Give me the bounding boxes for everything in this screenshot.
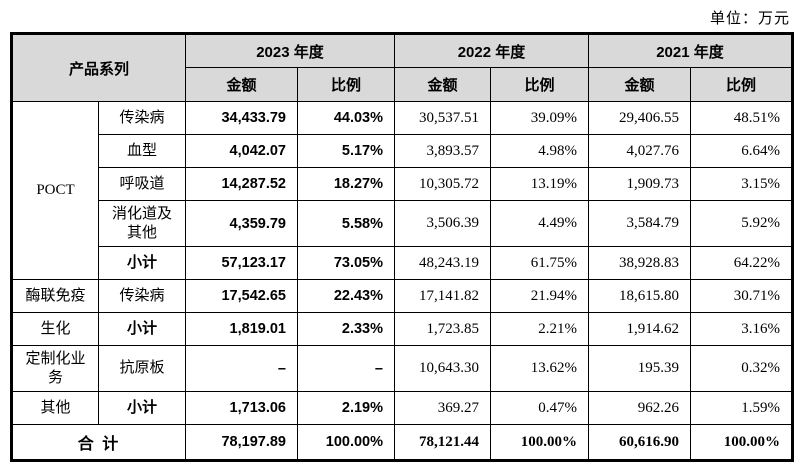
cell-2023-ratio: 18.27% — [297, 167, 395, 201]
header-amount-2021: 金额 — [588, 67, 691, 102]
table-row: 定制化业务 抗原板 – – 10,643.30 13.62% 195.39 0.… — [11, 345, 793, 392]
cell-2023-amount: 4,359.79 — [185, 200, 298, 247]
cell-2022-ratio: 13.62% — [490, 345, 589, 392]
row-item-label: 消化道及其他 — [98, 200, 186, 247]
header-year-2021: 2021 年度 — [588, 33, 793, 68]
cell-2021-amount: 962.26 — [588, 391, 691, 425]
cell-2022-amount: 17,141.82 — [394, 279, 491, 313]
cell-2023-ratio: 2.33% — [297, 312, 395, 346]
cell-2023-ratio: 44.03% — [297, 101, 395, 135]
product-series-table: 产品系列 2023 年度 2022 年度 2021 年度 金额 比例 金额 比例… — [10, 32, 794, 462]
cell-2021-amount: 29,406.55 — [588, 101, 691, 135]
row-item-label: 小计 — [98, 246, 186, 280]
header-product-series: 产品系列 — [11, 33, 186, 102]
cell-2023-ratio: 22.43% — [297, 279, 395, 313]
cell-2021-amount: 38,928.83 — [588, 246, 691, 280]
header-ratio-2022: 比例 — [490, 67, 589, 102]
cell-2021-ratio: 64.22% — [690, 246, 793, 280]
header-year-2023: 2023 年度 — [185, 33, 395, 68]
table-row: POCT 传染病 34,433.79 44.03% 30,537.51 39.0… — [11, 101, 793, 280]
table-row: 其他 小计 1,713.06 2.19% 369.27 0.47% 962.26… — [11, 391, 793, 425]
cell-2022-ratio: 39.09% — [490, 101, 589, 135]
cell-2021-amount-total: 60,616.90 — [588, 424, 691, 461]
unit-label: 单位：万元 — [709, 11, 790, 27]
table-row-total: 合 计 78,197.89 100.00% 78,121.44 100.00% … — [11, 424, 793, 461]
total-label: 合 计 — [11, 424, 186, 461]
row-group-elisa: 酶联免疫 — [11, 279, 99, 313]
cell-2021-ratio: 6.64% — [690, 134, 793, 168]
cell-2021-ratio: 0.32% — [690, 345, 793, 392]
cell-2021-ratio: 3.15% — [690, 167, 793, 201]
cell-2021-ratio: 1.59% — [690, 391, 793, 425]
cell-2022-ratio: 4.98% — [490, 134, 589, 168]
header-ratio-2023: 比例 — [297, 67, 395, 102]
cell-2022-ratio-total: 100.00% — [490, 424, 589, 461]
cell-2023-amount-total: 78,197.89 — [185, 424, 298, 461]
cell-2023-amount: 1,713.06 — [185, 391, 298, 425]
header-amount-2022: 金额 — [394, 67, 491, 102]
cell-2021-amount: 4,027.76 — [588, 134, 691, 168]
table-row: 酶联免疫 传染病 17,542.65 22.43% 17,141.82 21.9… — [11, 279, 793, 313]
cell-2023-ratio: 2.19% — [297, 391, 395, 425]
cell-2023-ratio: 73.05% — [297, 246, 395, 280]
cell-2022-ratio: 13.19% — [490, 167, 589, 201]
header-amount-2023: 金额 — [185, 67, 298, 102]
cell-2021-amount: 1,914.62 — [588, 312, 691, 346]
cell-2021-amount: 3,584.79 — [588, 200, 691, 247]
cell-2021-amount: 195.39 — [588, 345, 691, 392]
cell-2023-amount: 17,542.65 — [185, 279, 298, 313]
cell-2022-amount: 1,723.85 — [394, 312, 491, 346]
cell-2022-amount-total: 78,121.44 — [394, 424, 491, 461]
row-group-poct: POCT — [11, 101, 99, 280]
cell-2021-amount: 18,615.80 — [588, 279, 691, 313]
cell-2023-amount: 34,433.79 — [185, 101, 298, 135]
table-row: 消化道及其他 4,359.79 5.58% 3,506.39 4.49% 3,5… — [12, 200, 793, 247]
cell-2023-amount: 14,287.52 — [185, 167, 298, 201]
cell-2022-amount: 10,305.72 — [394, 167, 491, 201]
cell-2021-ratio: 5.92% — [690, 200, 793, 247]
table-row: 小计 57,123.17 73.05% 48,243.19 61.75% 38,… — [12, 246, 793, 280]
row-item-label: 传染病 — [98, 279, 186, 313]
row-item-label: 小计 — [98, 391, 186, 425]
cell-2022-amount: 3,893.57 — [394, 134, 491, 168]
cell-2022-ratio: 2.21% — [490, 312, 589, 346]
header-year-2022: 2022 年度 — [394, 33, 589, 68]
cell-2021-ratio: 30.71% — [690, 279, 793, 313]
cell-2022-amount: 48,243.19 — [394, 246, 491, 280]
cell-2022-amount: 3,506.39 — [394, 200, 491, 247]
cell-2021-ratio: 48.51% — [690, 101, 793, 135]
row-item-label: 血型 — [98, 134, 186, 168]
cell-2021-amount: 1,909.73 — [588, 167, 691, 201]
cell-2022-ratio: 21.94% — [490, 279, 589, 313]
cell-2023-amount: 4,042.07 — [185, 134, 298, 168]
row-item-label: 抗原板 — [98, 345, 186, 392]
header-ratio-2021: 比例 — [690, 67, 793, 102]
row-group-custom: 定制化业务 — [11, 345, 99, 392]
table-row: 生化 小计 1,819.01 2.33% 1,723.85 2.21% 1,91… — [11, 312, 793, 346]
cell-2022-amount: 30,537.51 — [394, 101, 491, 135]
cell-2023-amount: 57,123.17 — [185, 246, 298, 280]
cell-2023-ratio: – — [297, 345, 395, 392]
row-group-biochem: 生化 — [11, 312, 99, 346]
cell-2021-ratio-total: 100.00% — [690, 424, 793, 461]
cell-2023-amount: 1,819.01 — [185, 312, 298, 346]
cell-2022-ratio: 61.75% — [490, 246, 589, 280]
cell-2023-amount: – — [185, 345, 298, 392]
cell-2023-ratio-total: 100.00% — [297, 424, 395, 461]
row-item-label: 小计 — [98, 312, 186, 346]
table-row: 血型 4,042.07 5.17% 3,893.57 4.98% 4,027.7… — [12, 134, 793, 168]
cell-2022-amount: 10,643.30 — [394, 345, 491, 392]
cell-2023-ratio: 5.58% — [297, 200, 395, 247]
cell-2023-ratio: 5.17% — [297, 134, 395, 168]
cell-2022-ratio: 0.47% — [490, 391, 589, 425]
cell-2022-ratio: 4.49% — [490, 200, 589, 247]
row-item-label: 传染病 — [98, 101, 186, 135]
table-row: 呼吸道 14,287.52 18.27% 10,305.72 13.19% 1,… — [12, 167, 793, 201]
row-group-other: 其他 — [11, 391, 99, 425]
row-item-label: 呼吸道 — [98, 167, 186, 201]
cell-2021-ratio: 3.16% — [690, 312, 793, 346]
cell-2022-amount: 369.27 — [394, 391, 491, 425]
